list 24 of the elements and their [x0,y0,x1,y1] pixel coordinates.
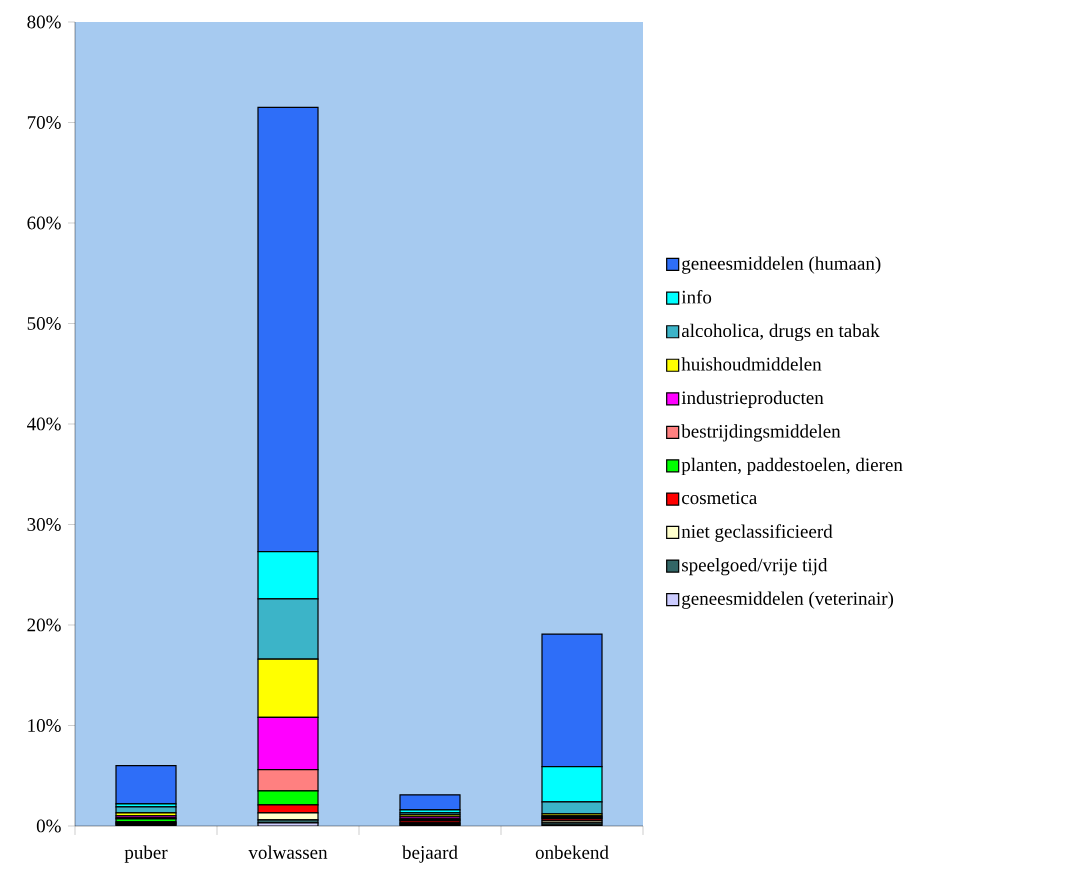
legend-label: planten, paddestoelen, dieren [681,457,903,476]
legend-label: huishoudmiddelen [681,357,822,371]
x-tick-label: onbekend [535,845,609,859]
legend-label: info [681,289,712,304]
x-tick-label: bejaard [402,845,458,863]
x-tick-label: puber [124,845,168,863]
legend-label: niet geclassificieerd [681,524,833,542]
x-tick-label: volwassen [248,845,328,859]
y-tick-label: 0% [36,819,61,833]
y-tick-label: 80% [27,15,61,29]
y-tick-label: 40% [27,417,61,431]
legend-label: cosmetica [682,491,757,505]
y-tick-label: 50% [27,317,61,330]
y-tick-label: 10% [28,719,61,732]
legend-label: bestrijdingsmiddelen [681,424,841,442]
legend-label: geneesmiddelen (humaan) [682,256,881,274]
legend-label: speelgoed/vrije tijd [682,558,828,576]
legend-label: geneesmiddelen (veterinair) [682,591,894,609]
legend-label: industrieproducten [681,390,824,409]
y-tick-label: 20% [27,618,61,632]
legend-label: alcoholica, drugs en tabak [681,323,880,341]
y-tick-label: 60% [27,216,61,230]
y-tick-label: 70% [27,116,61,129]
y-tick-label: 30% [27,518,61,531]
